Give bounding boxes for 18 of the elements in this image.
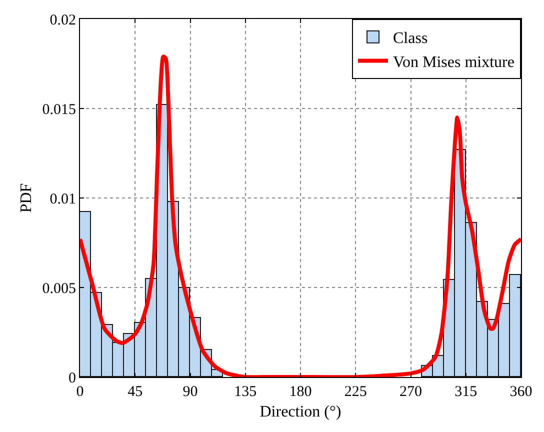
y-tick-label: 0.005 — [42, 280, 76, 297]
y-tick-label: 0.01 — [50, 191, 76, 208]
x-tick-label: 180 — [289, 384, 312, 400]
x-tick-label: 315 — [454, 384, 478, 400]
x-tick-label: 90 — [182, 384, 198, 400]
x-tick-label: 45 — [128, 384, 143, 400]
legend-label: Von Mises mixture — [393, 54, 514, 71]
x-tick-label: 270 — [400, 384, 422, 400]
y-tick-label: 0.015 — [42, 102, 76, 118]
line-series — [80, 54, 521, 377]
x-tick-label: 360 — [510, 384, 532, 400]
legend-label: Class — [393, 30, 428, 48]
x-tick-label: 225 — [344, 384, 367, 400]
y-tick-label: 0.02 — [50, 12, 76, 28]
x-tick-label: 135 — [234, 384, 257, 400]
x-axis-title: Direction (°) — [260, 404, 342, 421]
y-axis-title: PDF — [18, 183, 36, 213]
y-tick-label: 0 — [68, 370, 76, 386]
